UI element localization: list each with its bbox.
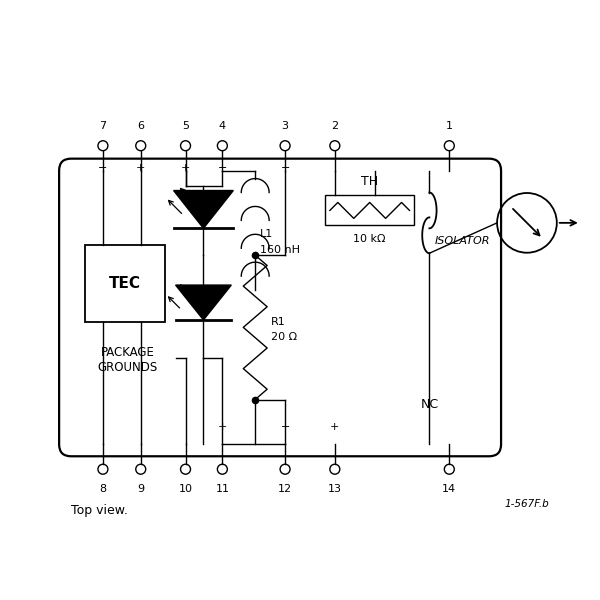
Text: TH: TH bbox=[361, 175, 378, 188]
Text: 160 nH: 160 nH bbox=[260, 245, 300, 255]
Text: 20 Ω: 20 Ω bbox=[271, 332, 297, 343]
Text: 11: 11 bbox=[215, 484, 229, 494]
Text: 9: 9 bbox=[137, 484, 145, 494]
Text: +: + bbox=[136, 163, 145, 173]
Text: −: − bbox=[280, 163, 290, 173]
Text: +: + bbox=[330, 422, 340, 433]
Text: 13: 13 bbox=[328, 484, 342, 494]
Bar bbox=[325, 196, 415, 226]
Text: 8: 8 bbox=[100, 484, 106, 494]
Text: −: − bbox=[280, 422, 290, 433]
Text: 5: 5 bbox=[182, 121, 189, 131]
Text: 1-567F.b: 1-567F.b bbox=[504, 499, 549, 509]
Text: PACKAGE
GROUNDS: PACKAGE GROUNDS bbox=[98, 346, 158, 374]
Text: TEC: TEC bbox=[109, 276, 141, 291]
Polygon shape bbox=[173, 191, 233, 229]
Text: 10 kΩ: 10 kΩ bbox=[353, 234, 386, 244]
Text: 1: 1 bbox=[446, 121, 453, 131]
Text: 12: 12 bbox=[278, 484, 292, 494]
Text: 10: 10 bbox=[179, 484, 193, 494]
Text: R1: R1 bbox=[271, 317, 286, 328]
Text: 7: 7 bbox=[100, 121, 106, 131]
Text: −: − bbox=[218, 163, 227, 173]
Text: 6: 6 bbox=[137, 121, 144, 131]
Text: ISOLATOR: ISOLATOR bbox=[434, 236, 490, 246]
Text: +: + bbox=[181, 163, 190, 173]
Polygon shape bbox=[176, 285, 232, 320]
Text: 2: 2 bbox=[331, 121, 338, 131]
Text: 14: 14 bbox=[442, 484, 457, 494]
Text: +: + bbox=[218, 422, 227, 433]
Text: Top view.: Top view. bbox=[71, 504, 128, 517]
Text: 4: 4 bbox=[219, 121, 226, 131]
Text: 3: 3 bbox=[281, 121, 289, 131]
Bar bbox=[85, 245, 164, 322]
Text: NC: NC bbox=[421, 398, 439, 411]
Text: L1: L1 bbox=[260, 229, 274, 239]
Text: −: − bbox=[98, 163, 107, 173]
